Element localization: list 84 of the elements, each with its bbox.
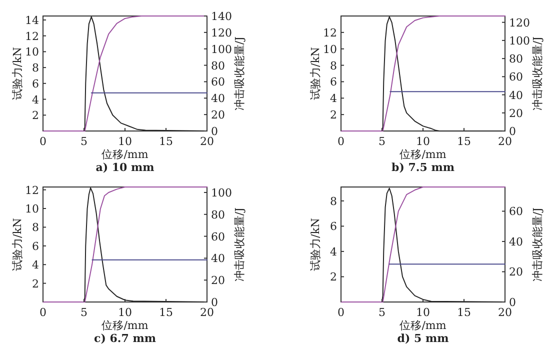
- x-axis-title: 位移/mm: [400, 148, 447, 161]
- x-tick-label: 15: [159, 306, 173, 319]
- y2-tick-label: 100: [211, 42, 232, 56]
- y2-tick-label: 40: [211, 92, 225, 106]
- y-tick-label: 8: [32, 62, 39, 75]
- y-tick-label: 12: [323, 26, 337, 40]
- text: d) 5 mm: [397, 332, 450, 345]
- y-tick-label: 8: [330, 59, 337, 72]
- y2-tick-label: 120: [211, 26, 232, 40]
- y2-axis-title: 冲击吸收能量/J: [233, 207, 246, 282]
- y2-tick-label: 80: [211, 208, 225, 222]
- x-tick-label: 10: [416, 306, 430, 319]
- y-tick-label: 4: [32, 258, 39, 272]
- x-tick-label: 20: [200, 135, 214, 148]
- y2-tick-label: 80: [509, 52, 523, 66]
- y2-tick-label: 0: [211, 296, 218, 309]
- y-tick-label: 6: [32, 240, 39, 253]
- text: b) 7.5 mm: [392, 161, 455, 174]
- y-tick-label: 4: [32, 93, 39, 106]
- y-axis-title: 试验力/kN: [11, 218, 24, 271]
- y-tick-label: 10: [25, 202, 39, 216]
- x-tick-label: 10: [118, 306, 132, 319]
- y-axis-title: 试验力/kN: [11, 46, 24, 100]
- y-tick-label: 2: [330, 108, 337, 122]
- x-tick-label: 15: [457, 135, 471, 148]
- y2-tick-label: 20: [211, 108, 225, 122]
- y2-tick-label: 100: [211, 186, 232, 200]
- y2-tick-label: 80: [211, 59, 225, 72]
- y-tick-label: 10: [25, 46, 39, 59]
- y2-tick-label: 0: [509, 296, 516, 309]
- x-tick-label: 0: [338, 135, 344, 148]
- x-tick-label: 20: [498, 306, 512, 319]
- y2-tick-label: 20: [509, 106, 523, 120]
- x-tick-label: 5: [80, 306, 88, 319]
- y2-tick-label: 60: [509, 70, 523, 84]
- y-tick-label: 6: [330, 76, 337, 89]
- y2-tick-label: 100: [509, 34, 530, 48]
- y-tick-label: 4: [330, 92, 337, 106]
- text: a) 10 mm: [96, 161, 155, 174]
- y2-tick-label: 60: [509, 205, 523, 218]
- y-tick-label: 12: [25, 184, 39, 197]
- x-tick-label: 0: [40, 135, 46, 148]
- x-tick-label: 20: [498, 135, 512, 148]
- x-tick-label: 5: [378, 135, 386, 148]
- y2-tick-label: 40: [211, 252, 225, 266]
- y-tick-label: 8: [32, 221, 39, 234]
- x-axis-title: 位移/mm: [400, 319, 447, 332]
- y-tick-label: 4: [330, 245, 337, 258]
- y-tick-label: 12: [25, 30, 39, 43]
- y2-tick-label: 0: [211, 125, 218, 138]
- y2-tick-label: 20: [509, 266, 523, 279]
- x-tick-label: 20: [200, 306, 214, 319]
- x-tick-label: 5: [378, 306, 386, 319]
- y-tick-label: 10: [323, 42, 337, 56]
- y-axis-title: 试验力/kN: [309, 46, 322, 100]
- x-tick-label: 10: [118, 135, 132, 148]
- y2-axis-title: 冲击吸收能量/J: [531, 36, 544, 111]
- y-tick-label: 2: [330, 270, 337, 284]
- x-tick-label: 5: [80, 135, 88, 148]
- y2-tick-label: 40: [509, 235, 523, 248]
- y-tick-label: 6: [32, 77, 39, 90]
- x-axis-title: 位移/mm: [102, 319, 149, 332]
- x-tick-label: 0: [338, 306, 344, 319]
- y-tick-label: 2: [32, 109, 39, 122]
- y2-tick-label: 60: [211, 230, 225, 244]
- y-tick-label: 2: [32, 277, 39, 290]
- y2-axis-title: 冲击吸收能量/J: [233, 36, 246, 111]
- y2-tick-label: 20: [211, 274, 225, 288]
- y2-tick-label: 40: [509, 88, 523, 102]
- y-axis-title: 试验力/kN: [309, 218, 322, 271]
- x-tick-label: 15: [457, 306, 471, 319]
- x-tick-label: 10: [416, 135, 430, 148]
- x-tick-label: 0: [40, 306, 46, 319]
- y2-tick-label: 60: [211, 76, 225, 89]
- text: c) 6.7 mm: [94, 332, 156, 345]
- y-tick-label: 14: [25, 14, 39, 27]
- y2-tick-label: 0: [509, 125, 516, 138]
- y-tick-label: 8: [330, 194, 337, 208]
- y2-tick-label: 140: [211, 10, 232, 23]
- x-axis-title: 位移/mm: [102, 148, 149, 161]
- y2-axis-title: 冲击吸收能量/J: [531, 207, 544, 282]
- x-tick-label: 15: [159, 135, 173, 148]
- y2-tick-label: 120: [509, 16, 530, 30]
- y-tick-label: 6: [330, 220, 337, 234]
